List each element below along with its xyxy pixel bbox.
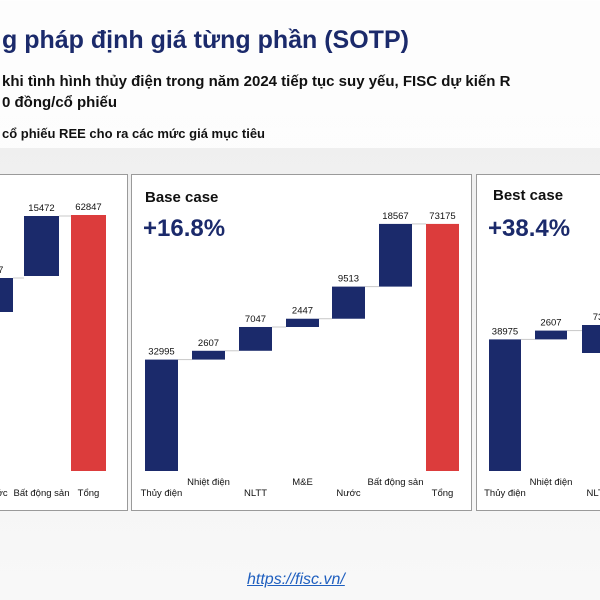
category-label: Tổng (432, 488, 454, 499)
category-label: M&E (292, 477, 313, 488)
slide-note: cổ phiếu REE cho ra các mức giá mục tiêu (2, 126, 265, 141)
data-label: 15472 (28, 203, 54, 214)
slide-description: khi tình hình thủy điện trong năm 2024 t… (2, 71, 510, 113)
description-line-2: 0 đồng/cổ phiếu (2, 94, 117, 111)
data-label: 18567 (382, 211, 408, 222)
waterfall-bar (0, 278, 13, 312)
waterfall-bar (286, 318, 319, 327)
waterfall-chart-best-case: 38975 Thủy điện 2607 Nhiệt điện 73 NLTT (484, 312, 600, 499)
chart-panel-base-case: 32995 Thủy điện 2607 Nhiệt điện 7047 NLTT 2447… (131, 174, 472, 511)
waterfall-bar (489, 339, 521, 471)
description-line-1: khi tình hình thủy điện trong năm 2024 t… (2, 73, 511, 90)
category-label: Nước (336, 488, 360, 499)
category-label: NLTT (244, 488, 267, 499)
chart-panel-left: 927 Nước 15472 Bất động sản 62847 Tổng (0, 174, 128, 511)
waterfall-bar (24, 216, 59, 276)
waterfall-bar (535, 330, 567, 340)
data-label: 2447 (292, 306, 313, 317)
data-label: 7047 (245, 314, 266, 325)
data-label: 927 (0, 265, 3, 276)
scenario-title: Base case (145, 189, 219, 206)
category-label: Nhiệt điện (187, 477, 230, 488)
data-label: 9513 (338, 274, 359, 285)
waterfall-bar (145, 359, 178, 471)
data-label: 62847 (75, 202, 101, 213)
data-label: 2607 (540, 318, 561, 329)
scenario-title: Best case (493, 187, 564, 204)
waterfall-bar (379, 223, 412, 287)
waterfall-bar (192, 350, 225, 360)
waterfall-bar (239, 326, 272, 351)
fisc-website-link[interactable]: https://fisc.vn/ (247, 571, 345, 588)
data-label: 32995 (148, 347, 174, 358)
data-label: 38975 (492, 326, 518, 337)
slide-title: g pháp định giá từng phần (SOTP) (2, 26, 409, 54)
waterfall-chart-left: 927 Nước 15472 Bất động sản 62847 Tổng (0, 202, 106, 499)
chart-panel-best-case: 38975 Thủy điện 2607 Nhiệt điện 73 NLTT Best … (476, 174, 600, 511)
waterfall-bar (71, 215, 106, 471)
category-label: Tổng (78, 488, 100, 499)
category-label: Thủy điện (141, 488, 183, 499)
scenario-change: +16.8% (143, 215, 226, 242)
waterfall-bar (582, 325, 600, 353)
scenario-change: +38.4% (488, 215, 571, 242)
data-label: 73 (593, 312, 600, 323)
category-label: Bất động sản (368, 477, 424, 488)
data-label: 2607 (198, 338, 219, 349)
waterfall-bar (426, 223, 459, 471)
category-label: Bất động sản (14, 488, 70, 499)
data-label: 73175 (429, 211, 455, 222)
slide-header: g pháp định giá từng phần (SOTP) khi tìn… (0, 0, 600, 148)
category-label: Nhiệt điện (530, 477, 573, 488)
category-label: Thủy điện (484, 488, 526, 499)
category-label: Nước (0, 488, 8, 499)
waterfall-bar (332, 286, 365, 319)
waterfall-chart-base-case: 32995 Thủy điện 2607 Nhiệt điện 7047 NLTT 2447… (141, 211, 459, 499)
category-label: NLTT (586, 488, 600, 499)
